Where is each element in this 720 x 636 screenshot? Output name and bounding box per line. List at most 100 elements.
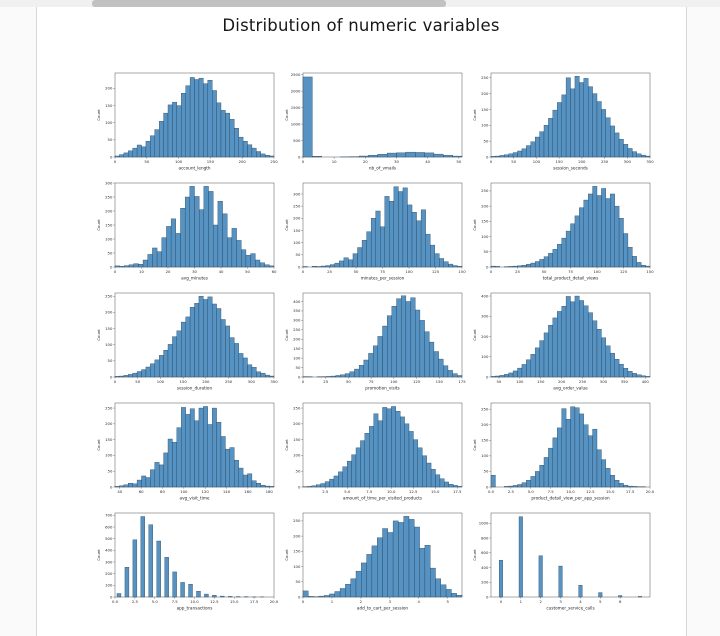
histogram-bar — [645, 376, 651, 378]
histogram-bar — [570, 406, 576, 488]
histogram-bar — [368, 353, 374, 378]
y-tick-label: 600 — [105, 524, 113, 529]
histogram-bar — [530, 141, 536, 158]
histogram-bar — [204, 593, 209, 598]
histogram-bar — [220, 110, 226, 158]
histogram-bar — [443, 155, 453, 158]
histogram-bar — [583, 199, 589, 268]
histogram-bar — [364, 433, 370, 488]
y-tick-label: 150 — [105, 437, 113, 442]
histogram-bar — [167, 104, 173, 158]
x-tick-label: 50 — [354, 269, 359, 274]
histogram-bar — [521, 148, 527, 158]
histogram-bar — [499, 375, 505, 378]
histogram-bar — [227, 237, 233, 268]
histogram-bar — [570, 88, 576, 158]
histogram-bar — [632, 486, 637, 488]
histogram-bar — [172, 571, 177, 598]
histogram-bar — [530, 476, 536, 488]
histogram-bar — [530, 354, 536, 378]
histogram-bar — [229, 119, 235, 158]
histogram-bar — [587, 86, 593, 158]
plot-svg: 0 50 100 150 200 250 2.5 5.0 7.5 10.0 12.5 15.0 17.5… — [284, 402, 463, 501]
histogram-bar — [256, 151, 261, 158]
histogram-bar — [534, 471, 540, 488]
histogram-bar — [426, 462, 432, 488]
histogram-bar — [316, 484, 321, 488]
y-tick-label: 0 — [298, 264, 301, 269]
x-tick-label: 10.0 — [566, 489, 575, 494]
histogram-bar — [352, 253, 358, 268]
y-tick-label: 150 — [293, 437, 301, 442]
x-tick-label: 350 — [621, 379, 629, 384]
plot-svg: 0 50 100 150 200 250 0 50 100 150 200 250 300 350 sess… — [96, 292, 278, 391]
histogram-bar — [203, 299, 208, 378]
histogram-bar — [632, 151, 637, 158]
histogram-bar — [176, 330, 182, 378]
horizontal-scrollbar-track[interactable] — [0, 0, 720, 7]
histogram-bar — [407, 204, 413, 268]
histogram-bar — [269, 265, 275, 268]
histogram-bar — [391, 406, 396, 488]
y-axis-label: Count — [96, 219, 101, 231]
histogram-bar — [194, 420, 200, 488]
histogram-bar — [242, 474, 248, 488]
y-tick-label: 150 — [105, 103, 113, 108]
x-tick-label: 0 — [500, 599, 503, 604]
histogram-bar — [592, 428, 598, 488]
y-tick-label: 50 — [484, 249, 489, 254]
x-tick-label: 140 — [223, 489, 231, 494]
y-tick-label: 500 — [105, 536, 113, 541]
y-tick-label: 0 — [110, 264, 113, 269]
histogram-bar — [348, 259, 354, 268]
x-axis-label: nb_of_vmails — [369, 166, 396, 171]
x-tick-label: 150 — [180, 379, 188, 384]
histogram-bar — [236, 240, 242, 268]
y-tick-label: 50 — [484, 138, 489, 143]
histogram-bar — [552, 109, 558, 158]
y-tick-label: 50 — [296, 252, 301, 257]
histogram-bar — [211, 303, 217, 378]
histogram-bar — [508, 266, 514, 268]
histogram-bar — [128, 150, 133, 158]
x-tick-label: 2.5 — [322, 489, 329, 494]
histogram-bar — [229, 447, 235, 488]
x-tick-label: 50 — [245, 269, 250, 274]
histogram-bar — [334, 591, 341, 598]
histogram-bar — [222, 213, 228, 268]
x-tick-label: 6 — [619, 599, 622, 604]
histogram-bar — [154, 462, 160, 488]
histogram-bar — [373, 413, 379, 488]
histogram-bar — [269, 486, 275, 488]
horizontal-scrollbar-thumb[interactable] — [92, 0, 446, 7]
histogram-bar — [329, 593, 335, 598]
histogram-bar — [579, 300, 584, 378]
histogram-bar — [623, 144, 629, 158]
histogram-bar — [557, 243, 562, 268]
histogram-bar — [247, 473, 253, 488]
plot-svg: 0 50 100 150 200 0 50 100 150 200 250 account_lengt… — [96, 72, 278, 171]
histogram-bar — [645, 155, 651, 158]
plot-svg: 0 50 100 150 200 250 0 50 100 150 200 250 300 350 sess… — [472, 72, 654, 171]
histogram-bar — [164, 557, 169, 598]
histogram-bar — [189, 77, 195, 158]
histogram-bar — [176, 105, 182, 158]
x-tick-label: 0 — [490, 269, 493, 274]
histogram-bar — [618, 218, 624, 268]
histogram-total-product-detail-views: 0 50 100 150 200 250 0 25 50 75 100 125 150 total_pro… — [470, 178, 655, 286]
histogram-bar — [158, 355, 164, 378]
y-tick-label: 50 — [108, 250, 113, 255]
histogram-bar — [429, 341, 435, 378]
histogram-bar — [320, 483, 326, 488]
x-axis-label: avg_visit_time — [180, 496, 210, 501]
histogram-bar — [325, 265, 331, 268]
histogram-bar — [610, 475, 615, 488]
histogram-bar — [565, 296, 571, 378]
histogram-bar — [338, 471, 343, 488]
histogram-bar — [618, 595, 623, 598]
histogram-bar — [583, 305, 589, 378]
histogram-bar — [457, 266, 463, 268]
histogram-bar — [366, 231, 372, 268]
histogram-bar — [508, 153, 514, 158]
x-tick-label: 350 — [270, 379, 278, 384]
